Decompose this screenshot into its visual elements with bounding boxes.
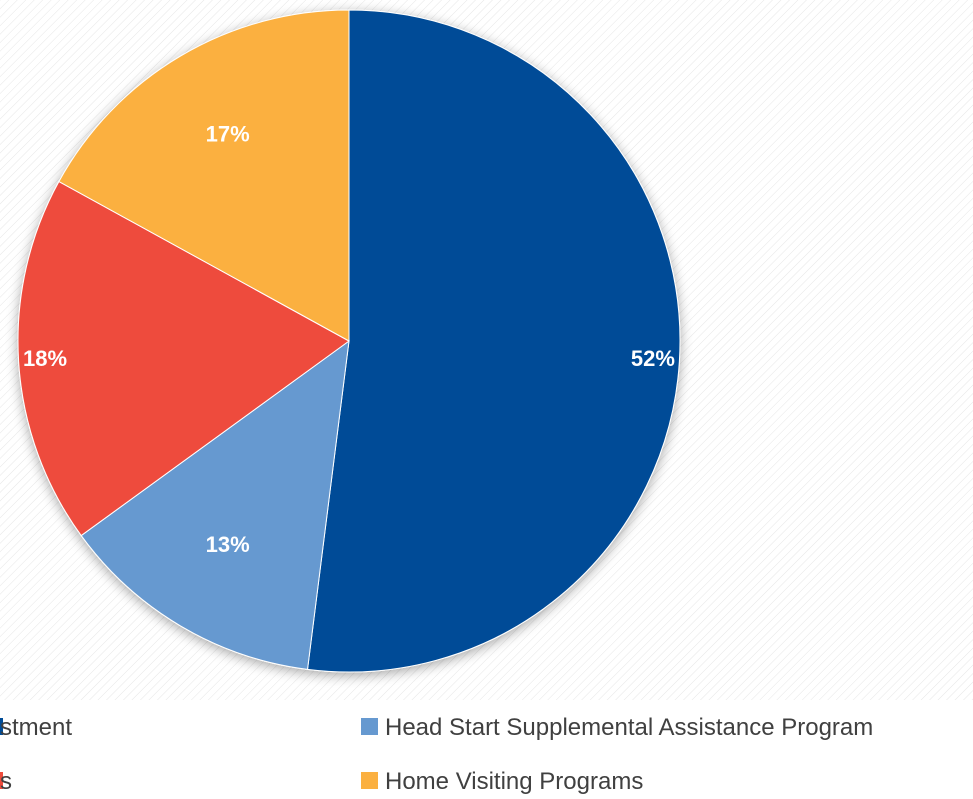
slice-label-1: 52% — [631, 346, 675, 371]
legend-swatch-4 — [361, 772, 378, 789]
slice-labels: 52% 13% 18% 17% — [23, 122, 675, 557]
pie-slice-3 — [17, 180, 350, 537]
legend-label-1: stment — [0, 714, 72, 741]
pie — [17, 9, 681, 673]
legend: stment Head Start Supplemental Assistance… — [0, 714, 873, 795]
legend-swatch-1 — [0, 718, 3, 735]
pie-slice-1 — [306, 9, 681, 673]
slice-label-2: 13% — [206, 532, 250, 557]
slice-label-3: 18% — [23, 346, 67, 371]
legend-swatch-2 — [361, 718, 378, 735]
slice-label-4: 17% — [206, 122, 250, 147]
legend-label-4: Home Visiting Programs — [385, 768, 643, 795]
pie-slice-4 — [58, 9, 350, 342]
pie-slice-2 — [80, 339, 350, 670]
legend-label-3: s — [0, 768, 12, 795]
legend-swatch-3 — [0, 772, 3, 789]
legend-label-2: Head Start Supplemental Assistance Progr… — [385, 714, 873, 741]
